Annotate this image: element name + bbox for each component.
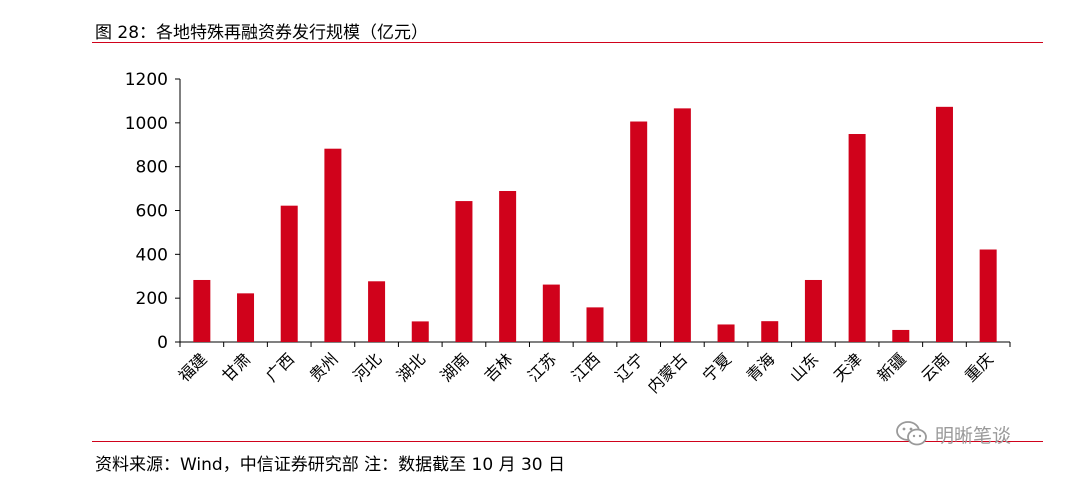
y-tick-label: 0 xyxy=(157,333,168,353)
bar xyxy=(979,249,997,342)
x-category-label: 青海 xyxy=(742,349,778,385)
x-category-label: 云南 xyxy=(917,349,953,385)
y-tick-label: 200 xyxy=(136,289,168,309)
x-category-label: 贵州 xyxy=(306,349,342,385)
bar xyxy=(804,279,822,342)
y-tick-label: 400 xyxy=(136,245,168,265)
watermark-text: 明晰笔谈 xyxy=(935,424,1012,447)
x-category-label: 新疆 xyxy=(874,349,910,385)
y-tick-label: 1000 xyxy=(125,114,168,134)
source-note: 资料来源：Wind，中信证券研究部 注：数据截至 10 月 30 日 xyxy=(95,455,566,475)
y-tick-label: 1200 xyxy=(125,70,168,90)
x-category-label: 江西 xyxy=(568,349,604,385)
bar xyxy=(368,281,386,342)
bar xyxy=(586,307,604,342)
bar xyxy=(542,284,560,342)
x-category-label: 宁夏 xyxy=(699,349,735,385)
x-category-label: 广西 xyxy=(262,349,298,385)
x-category-label: 吉林 xyxy=(480,349,516,385)
bar xyxy=(280,205,298,342)
bar xyxy=(892,329,910,342)
bar xyxy=(935,106,953,342)
bar xyxy=(673,108,691,342)
y-tick-label: 600 xyxy=(136,202,168,222)
watermark: 明晰笔谈 xyxy=(895,420,1011,448)
wechat-icon xyxy=(895,420,929,448)
x-category-label: 辽宁 xyxy=(611,349,647,385)
bar xyxy=(499,190,517,342)
chart-title: 图 28：各地特殊再融资券发行规模（亿元） xyxy=(95,23,429,43)
bar xyxy=(237,293,255,342)
bar xyxy=(848,134,866,342)
bar xyxy=(630,121,648,342)
x-category-label: 天津 xyxy=(830,349,866,385)
bottom-divider xyxy=(92,441,1043,442)
x-category-label: 重庆 xyxy=(961,349,997,385)
bar xyxy=(193,279,211,342)
x-category-label: 河北 xyxy=(349,349,385,385)
bar-chart: 0 200 400 600 800 1000 1200 福建 甘肃 广西 贵州 河北 湖北 湖南 吉林 江苏江… xyxy=(125,70,1011,397)
x-category-label: 甘肃 xyxy=(218,349,254,385)
bar xyxy=(717,324,735,342)
x-category-label: 福建 xyxy=(175,349,211,385)
bar xyxy=(324,148,342,342)
x-category-label: 内蒙古 xyxy=(644,349,691,396)
y-tick-label: 800 xyxy=(136,158,168,178)
x-category-label: 山东 xyxy=(786,349,822,385)
bar xyxy=(761,321,779,342)
x-category-label: 江苏 xyxy=(524,349,560,385)
top-divider xyxy=(92,42,1043,43)
bar xyxy=(411,321,429,342)
x-category-label: 湖南 xyxy=(437,349,473,385)
bar xyxy=(455,201,473,342)
x-category-label: 湖北 xyxy=(393,349,429,385)
